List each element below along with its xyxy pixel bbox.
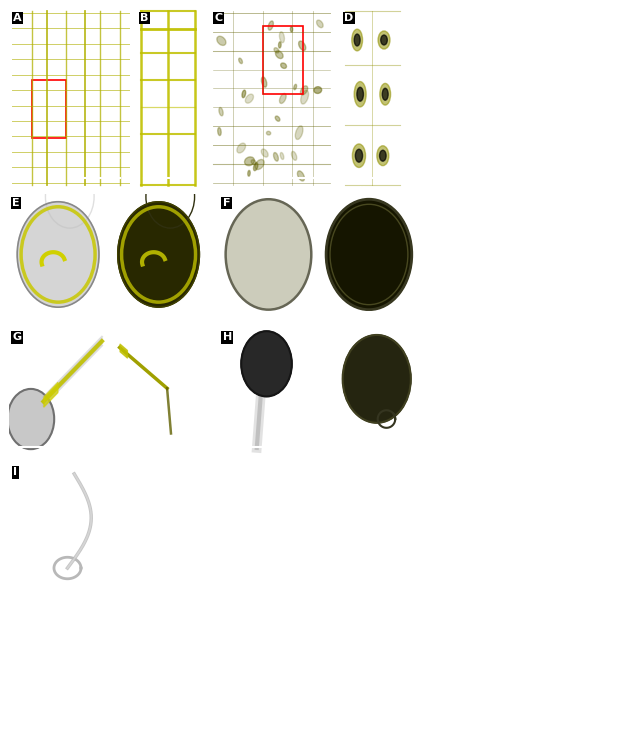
Ellipse shape [237,143,246,153]
Ellipse shape [261,149,268,157]
Ellipse shape [317,20,323,28]
Ellipse shape [291,152,297,161]
Ellipse shape [355,149,362,162]
Text: A: A [13,13,22,23]
Text: I: I [13,467,18,477]
Circle shape [225,199,311,310]
Ellipse shape [382,88,388,100]
Text: E: E [13,198,20,208]
Circle shape [343,335,411,423]
Text: H: H [223,332,232,342]
Ellipse shape [352,29,362,51]
Ellipse shape [266,131,271,135]
Ellipse shape [255,159,264,170]
Text: B: B [140,13,148,23]
Ellipse shape [218,128,221,135]
Circle shape [117,202,200,307]
Ellipse shape [379,150,386,161]
Ellipse shape [274,48,279,53]
Ellipse shape [298,171,305,181]
Ellipse shape [280,152,284,159]
Ellipse shape [300,86,308,95]
Text: D: D [344,13,354,23]
Ellipse shape [268,21,273,30]
Ellipse shape [219,108,223,116]
Ellipse shape [261,77,267,87]
Ellipse shape [276,51,283,58]
Ellipse shape [380,84,391,105]
Ellipse shape [378,31,390,49]
Text: 10 μm: 10 μm [359,185,377,190]
Ellipse shape [354,34,360,46]
Ellipse shape [242,90,246,98]
Ellipse shape [301,90,308,104]
Ellipse shape [294,84,296,90]
Circle shape [8,389,54,449]
Ellipse shape [244,157,254,166]
Bar [263,25,303,94]
Ellipse shape [352,144,365,167]
Text: 20 μm: 20 μm [48,590,68,595]
Text: 20 μm: 20 μm [288,185,306,190]
Circle shape [227,200,310,309]
Ellipse shape [217,36,226,46]
Ellipse shape [281,63,286,69]
Ellipse shape [246,94,254,103]
Ellipse shape [357,87,364,101]
Ellipse shape [377,146,389,166]
Text: 20 μm: 20 μm [90,185,108,190]
Ellipse shape [279,42,281,48]
Ellipse shape [314,87,322,93]
Text: G: G [13,332,21,342]
Circle shape [326,199,412,310]
Ellipse shape [381,35,387,45]
Ellipse shape [290,27,293,32]
Text: 10 μm: 10 μm [154,185,173,190]
Circle shape [17,202,99,307]
Ellipse shape [254,163,258,170]
Text: F: F [223,198,230,208]
Text: C: C [214,13,222,23]
Ellipse shape [239,58,242,63]
Ellipse shape [251,160,256,164]
Ellipse shape [279,31,284,43]
Ellipse shape [275,116,280,121]
Ellipse shape [354,81,366,107]
Ellipse shape [298,41,306,51]
Bar [32,80,66,137]
Ellipse shape [248,170,250,176]
Ellipse shape [295,125,303,140]
Ellipse shape [274,152,278,161]
Circle shape [241,331,292,397]
Ellipse shape [279,93,286,103]
